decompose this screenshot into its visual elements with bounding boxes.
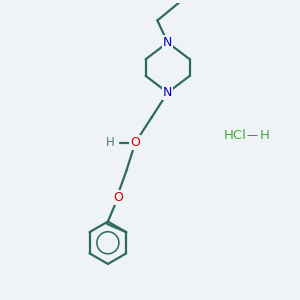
Text: N: N xyxy=(163,86,172,99)
Text: H: H xyxy=(106,136,115,149)
Text: O: O xyxy=(130,136,140,149)
Text: O: O xyxy=(113,190,123,204)
Text: N: N xyxy=(163,36,172,49)
Text: H: H xyxy=(260,129,270,142)
Text: HCl: HCl xyxy=(224,129,247,142)
Text: —: — xyxy=(246,130,257,140)
